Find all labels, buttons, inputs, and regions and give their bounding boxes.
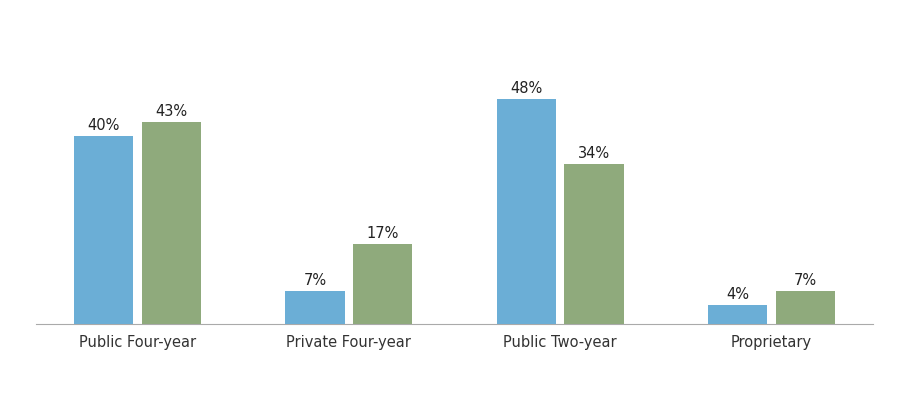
- Bar: [353, 244, 412, 324]
- Text: 40%: 40%: [87, 118, 120, 133]
- Bar: [708, 305, 768, 324]
- Text: 17%: 17%: [366, 226, 399, 241]
- Text: 7%: 7%: [303, 273, 327, 288]
- Bar: [497, 99, 556, 324]
- Text: 34%: 34%: [578, 146, 610, 161]
- Bar: [776, 291, 835, 324]
- Text: 7%: 7%: [794, 273, 817, 288]
- Legend: Texas, U.S.: Texas, U.S.: [391, 413, 518, 415]
- Bar: [285, 291, 345, 324]
- Text: 4%: 4%: [726, 287, 749, 302]
- Text: 48%: 48%: [510, 81, 543, 95]
- Bar: [74, 136, 133, 324]
- Text: 43%: 43%: [155, 104, 187, 119]
- Bar: [564, 164, 624, 324]
- Bar: [141, 122, 201, 324]
